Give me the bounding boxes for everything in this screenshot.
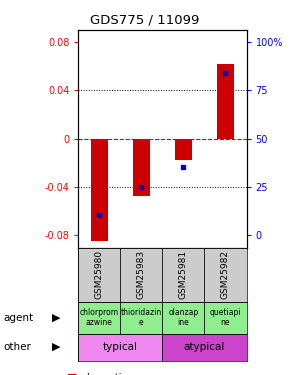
- Text: quetiapi
ne: quetiapi ne: [210, 308, 241, 327]
- Bar: [162, 248, 204, 302]
- Text: olanzap
ine: olanzap ine: [168, 308, 199, 327]
- Bar: [78, 334, 162, 361]
- Bar: [120, 302, 162, 334]
- Bar: [162, 334, 246, 361]
- Text: ▶: ▶: [52, 342, 61, 352]
- Bar: [204, 302, 246, 334]
- Bar: [217, 64, 234, 139]
- Text: GDS775 / 11099: GDS775 / 11099: [90, 13, 200, 26]
- Text: GSM25981: GSM25981: [179, 250, 188, 299]
- Text: thioridazin
e: thioridazin e: [121, 308, 162, 327]
- Bar: [78, 248, 120, 302]
- Bar: [204, 248, 246, 302]
- Text: GSM25980: GSM25980: [95, 250, 104, 299]
- Text: ■: ■: [67, 372, 77, 375]
- Bar: [78, 302, 120, 334]
- Bar: [91, 139, 108, 242]
- Text: log ratio: log ratio: [87, 372, 127, 375]
- Text: ▶: ▶: [52, 313, 61, 322]
- Text: typical: typical: [103, 342, 138, 352]
- Text: other: other: [3, 342, 31, 352]
- Text: GSM25983: GSM25983: [137, 250, 146, 299]
- Text: chlorprom
azwine: chlorprom azwine: [80, 308, 119, 327]
- Text: GSM25982: GSM25982: [221, 250, 230, 299]
- Bar: [175, 139, 192, 160]
- Bar: [120, 248, 162, 302]
- Bar: [162, 302, 204, 334]
- Text: agent: agent: [3, 313, 33, 322]
- Text: atypical: atypical: [184, 342, 225, 352]
- Bar: [133, 139, 150, 195]
